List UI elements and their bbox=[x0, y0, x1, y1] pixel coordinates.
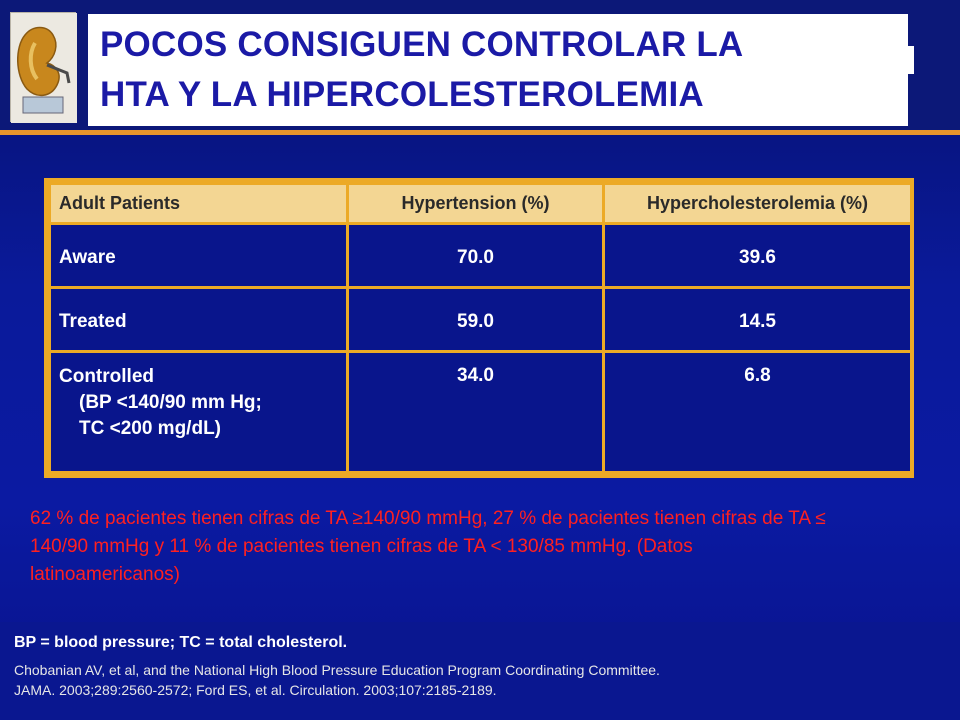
cell-aware-hypercholesterolemia: 39.6 bbox=[602, 222, 913, 289]
cell-treated-hypertension: 59.0 bbox=[346, 286, 605, 353]
column-header-hypercholesterolemia: Hypercholesterolemia (%) bbox=[602, 182, 913, 225]
column-header-adult-patients: Adult Patients bbox=[48, 182, 349, 225]
cell-treated-hypercholesterolemia: 14.5 bbox=[602, 286, 913, 353]
references-footnote: Chobanian AV, et al, and the National Hi… bbox=[14, 660, 914, 700]
title-background bbox=[88, 14, 908, 126]
footer-band bbox=[0, 622, 960, 720]
cell-aware-hypertension: 70.0 bbox=[346, 222, 605, 289]
cell-controlled-hypertension: 34.0 bbox=[346, 350, 605, 474]
abbreviations-footnote: BP = blood pressure; TC = total choleste… bbox=[14, 634, 348, 651]
cell-controlled-hypercholesterolemia: 6.8 bbox=[602, 350, 913, 474]
column-header-hypertension: Hypertension (%) bbox=[346, 182, 605, 225]
kidney-logo-icon bbox=[10, 12, 77, 123]
row-label-controlled-cell: Controlled (BP <140/90 mm Hg; TC <200 mg… bbox=[48, 350, 349, 474]
awareness-table: Adult Patients Hypertension (%) Hypercho… bbox=[44, 178, 914, 478]
slide-title: POCOS CONSIGUEN CONTROLAR LA HTA Y LA HI… bbox=[100, 20, 900, 120]
reference-line-1: Chobanian AV, et al, and the National Hi… bbox=[14, 662, 660, 678]
controlled-criteria-line-1: (BP <140/90 mm Hg; bbox=[79, 392, 262, 413]
row-label-controlled: Controlled bbox=[59, 366, 154, 387]
reference-line-2: JAMA. 2003;289:2560-2572; Ford ES, et al… bbox=[14, 682, 497, 698]
table-row: Aware 70.0 39.6 bbox=[48, 222, 913, 289]
table-row: Treated 59.0 14.5 bbox=[48, 286, 913, 353]
latin-america-note: 62 % de pacientes tienen cifras de TA ≥1… bbox=[30, 508, 826, 585]
header-divider bbox=[0, 130, 960, 135]
row-label-aware: Aware bbox=[48, 222, 349, 289]
row-label-treated: Treated bbox=[48, 286, 349, 353]
slide-title-line-1: POCOS CONSIGUEN CONTROLAR LA bbox=[100, 25, 744, 64]
slide-title-line-2: HTA Y LA HIPERCOLESTEROLEMIA bbox=[100, 75, 704, 114]
table-row: Controlled (BP <140/90 mm Hg; TC <200 mg… bbox=[48, 350, 913, 474]
table-header-row: Adult Patients Hypertension (%) Hypercho… bbox=[48, 182, 913, 225]
controlled-criteria-line-2: TC <200 mg/dL) bbox=[79, 418, 221, 439]
title-edge-mark bbox=[906, 46, 914, 74]
